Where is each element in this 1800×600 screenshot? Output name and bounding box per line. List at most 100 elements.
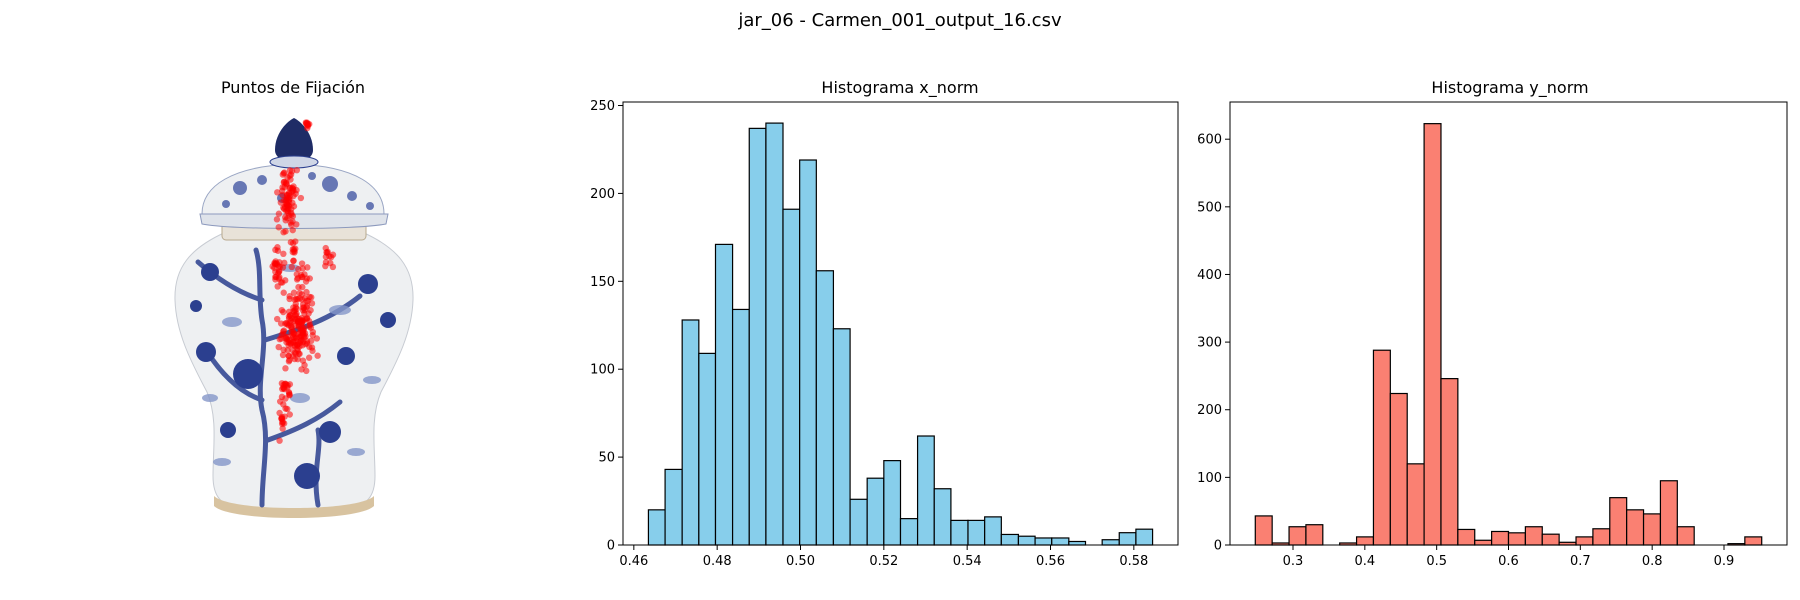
fixation-point <box>314 352 321 359</box>
fixation-point <box>299 273 306 281</box>
fixation-point <box>282 217 289 224</box>
histogram-x-bar <box>883 460 902 546</box>
histogram-x-bar <box>647 509 666 546</box>
histogram-x-bar <box>1068 540 1087 546</box>
histogram-x-bar <box>916 435 935 546</box>
fixation-point <box>302 120 310 127</box>
histogram-y-bar <box>1659 480 1678 546</box>
jar-base-band <box>214 496 374 518</box>
histogram-y-bar <box>1305 524 1324 546</box>
fixation-point <box>277 199 285 206</box>
histogram-x-bar <box>698 352 717 546</box>
fixation-point <box>283 191 291 199</box>
fixation-point <box>288 326 295 333</box>
fixation-point <box>296 289 303 297</box>
fixation-point <box>274 189 281 196</box>
histogram-x-plot-frame <box>622 101 1179 546</box>
fixation-point <box>286 172 293 179</box>
histogram-y-y-tick-label: 400 <box>1197 268 1222 283</box>
histogram-x-bar <box>748 127 767 546</box>
fixation-panel: Puntos de Fijación <box>174 78 414 518</box>
histogram-x-x-tick-label: 0.58 <box>1119 554 1148 569</box>
fixation-point <box>280 289 287 296</box>
fixation-point <box>328 253 335 261</box>
histogram-y-bar <box>1440 378 1459 546</box>
fixation-point <box>275 343 282 351</box>
fixation-point <box>286 293 293 300</box>
histogram-x-x-tick-label: 0.48 <box>703 554 732 569</box>
fixation-point <box>286 411 293 418</box>
fixation-point <box>279 264 287 271</box>
fixation-point <box>297 194 305 202</box>
fixation-point <box>289 226 296 234</box>
fixation-point <box>282 405 289 412</box>
histogram-x-axes: 0.46 0.48 0.50 0.52 0.54 0.56 0.58 0 50 100 150 200… <box>590 99 1179 569</box>
histogram-y-norm: Histograma y_norm 0.3 0.4 0.5 0.6 0.7 0.8 0.90… <box>1197 78 1788 569</box>
histogram-y-bar <box>1423 123 1442 546</box>
fixation-point <box>290 257 297 265</box>
fixation-point <box>276 398 284 405</box>
histogram-y-y-tick-label: 0 <box>1214 539 1222 554</box>
histogram-x-bar <box>967 519 986 546</box>
histogram-x-y-tick-label: 200 <box>590 187 615 202</box>
histogram-y-bar <box>1626 509 1645 546</box>
histogram-x-bar <box>1051 537 1070 546</box>
jar-blossom-pattern <box>190 263 396 489</box>
histogram-x-x-tick-label: 0.50 <box>786 554 815 569</box>
fixation-point <box>301 295 309 302</box>
histogram-x-bar <box>984 516 1002 546</box>
histogram-y-y-tick-label: 100 <box>1197 471 1222 486</box>
fixation-point <box>285 199 293 206</box>
histogram-y-bar <box>1524 526 1543 546</box>
fixation-point <box>279 419 286 426</box>
histogram-y-bar <box>1575 536 1594 546</box>
histogram-y-bar <box>1355 536 1375 546</box>
fixation-point <box>279 385 286 393</box>
histogram-x-bar <box>765 122 784 546</box>
histogram-y-bar <box>1592 528 1611 546</box>
histogram-y-bar <box>1474 539 1493 546</box>
histogram-x-bar <box>799 159 817 546</box>
fixation-points <box>269 119 337 444</box>
histogram-y-bar <box>1491 530 1510 546</box>
histogram-y-bar <box>1389 392 1408 546</box>
fixation-point <box>329 263 337 271</box>
fixation-point <box>300 334 308 341</box>
histogram-y-bar <box>1457 528 1476 546</box>
histogram-y-y-tick-label: 300 <box>1197 336 1222 351</box>
fixation-point <box>275 210 283 217</box>
fixation-point <box>294 355 301 363</box>
fixation-point <box>293 221 300 228</box>
lid-floral-pattern <box>222 172 374 210</box>
histogram-x-bar <box>933 488 952 546</box>
jar-leaf-pattern <box>202 264 381 466</box>
fixation-point <box>276 437 283 444</box>
fixation-point <box>291 248 298 255</box>
histogram-x-bars <box>647 122 1154 546</box>
fixation-point <box>273 315 281 323</box>
fixation-panel-title: Puntos de Fijación <box>221 78 365 97</box>
fixation-point <box>274 244 281 251</box>
histogram-x-y-tick-label: 0 <box>607 539 615 554</box>
fixation-point <box>299 283 306 291</box>
histogram-x-y-tick-label: 250 <box>590 99 615 114</box>
fixation-point <box>298 260 306 267</box>
histogram-x-bar <box>681 319 700 546</box>
histogram-y-bar <box>1676 526 1695 546</box>
histogram-x-bar <box>815 270 835 546</box>
fixation-point <box>279 425 286 432</box>
histogram-y-x-tick-label: 0.7 <box>1570 554 1591 569</box>
fixation-point <box>279 351 287 359</box>
jar-lid-knob <box>275 118 313 162</box>
fixation-point <box>280 250 287 258</box>
fixation-point <box>295 350 302 357</box>
fixation-point <box>285 352 293 360</box>
fixation-point <box>283 319 290 327</box>
fixation-point <box>299 265 306 272</box>
fixation-point <box>288 314 295 322</box>
histogram-x-bar <box>1101 539 1120 546</box>
histogram-y-bar <box>1254 515 1273 546</box>
histogram-x-bar <box>866 477 885 546</box>
fixation-point <box>288 205 295 213</box>
